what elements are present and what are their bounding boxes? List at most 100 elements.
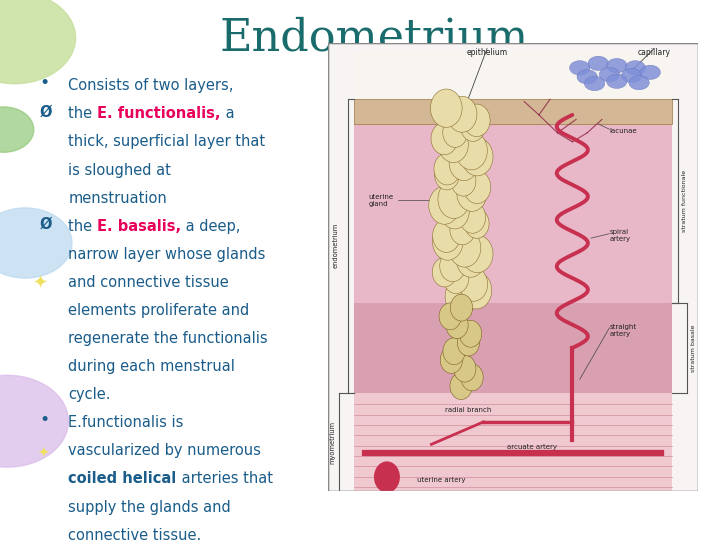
Text: E. functionalis,: E. functionalis, bbox=[97, 106, 220, 122]
Circle shape bbox=[456, 243, 485, 277]
Circle shape bbox=[440, 347, 462, 373]
Circle shape bbox=[456, 175, 487, 211]
Circle shape bbox=[0, 208, 72, 278]
Text: the: the bbox=[68, 219, 97, 234]
Circle shape bbox=[464, 171, 491, 204]
Text: epithelium: epithelium bbox=[467, 48, 508, 57]
Circle shape bbox=[438, 180, 469, 219]
Circle shape bbox=[374, 461, 400, 492]
Text: narrow layer whose glands: narrow layer whose glands bbox=[68, 247, 266, 262]
Circle shape bbox=[451, 166, 476, 196]
Circle shape bbox=[463, 104, 490, 137]
Bar bbox=[354, 99, 672, 124]
Ellipse shape bbox=[640, 65, 660, 79]
Ellipse shape bbox=[599, 68, 620, 82]
Circle shape bbox=[461, 272, 492, 309]
Text: lacunae: lacunae bbox=[609, 128, 637, 134]
Bar bbox=[354, 124, 672, 303]
Text: a deep,: a deep, bbox=[181, 219, 240, 234]
Text: Ø: Ø bbox=[40, 217, 52, 232]
Circle shape bbox=[449, 228, 481, 267]
Circle shape bbox=[446, 312, 468, 339]
Text: connective tissue.: connective tissue. bbox=[68, 528, 202, 540]
Circle shape bbox=[433, 224, 463, 260]
Circle shape bbox=[433, 219, 460, 252]
Circle shape bbox=[443, 338, 465, 364]
Circle shape bbox=[444, 263, 469, 294]
Circle shape bbox=[449, 145, 479, 180]
Text: radial branch: radial branch bbox=[445, 407, 492, 413]
Circle shape bbox=[450, 214, 475, 245]
Text: cycle.: cycle. bbox=[68, 387, 111, 402]
Circle shape bbox=[0, 0, 76, 84]
Circle shape bbox=[0, 107, 34, 152]
Text: endometrium: endometrium bbox=[333, 223, 338, 268]
Circle shape bbox=[445, 277, 477, 316]
Text: E. basalis,: E. basalis, bbox=[97, 219, 181, 234]
Circle shape bbox=[431, 123, 458, 155]
Circle shape bbox=[447, 96, 477, 132]
Bar bbox=[354, 303, 672, 393]
Text: during each menstrual: during each menstrual bbox=[68, 359, 235, 374]
Text: •: • bbox=[40, 74, 50, 92]
Text: Endometrium: Endometrium bbox=[220, 16, 529, 59]
Ellipse shape bbox=[607, 74, 627, 89]
Text: myometrium: myometrium bbox=[330, 421, 336, 464]
Text: vascularized by numerous: vascularized by numerous bbox=[68, 443, 261, 458]
Text: and connective tissue: and connective tissue bbox=[68, 275, 229, 290]
Circle shape bbox=[456, 132, 487, 170]
Bar bbox=[354, 393, 672, 491]
Ellipse shape bbox=[621, 68, 642, 83]
Text: Consists of two layers,: Consists of two layers, bbox=[68, 78, 234, 93]
Text: spiral
artery: spiral artery bbox=[609, 230, 631, 242]
Text: ✦: ✦ bbox=[32, 274, 48, 293]
Circle shape bbox=[443, 118, 467, 147]
Text: menstruation: menstruation bbox=[68, 191, 167, 206]
Ellipse shape bbox=[625, 60, 646, 75]
Circle shape bbox=[438, 127, 468, 163]
Circle shape bbox=[435, 160, 459, 190]
Ellipse shape bbox=[629, 76, 649, 90]
Circle shape bbox=[461, 111, 485, 141]
Bar bbox=[354, 52, 672, 99]
Text: capillary: capillary bbox=[637, 48, 670, 57]
Text: regenerate the functionalis: regenerate the functionalis bbox=[68, 331, 268, 346]
Circle shape bbox=[459, 267, 487, 301]
Circle shape bbox=[439, 303, 462, 330]
Circle shape bbox=[440, 251, 466, 282]
Text: ✦: ✦ bbox=[37, 447, 49, 461]
Text: stratum basale: stratum basale bbox=[691, 324, 696, 372]
Circle shape bbox=[457, 329, 480, 356]
Circle shape bbox=[459, 202, 485, 233]
Circle shape bbox=[459, 320, 482, 347]
Ellipse shape bbox=[570, 60, 590, 75]
Circle shape bbox=[0, 375, 68, 467]
Circle shape bbox=[454, 355, 476, 382]
Circle shape bbox=[450, 294, 472, 321]
Text: coiled helical: coiled helical bbox=[68, 471, 176, 487]
Text: thick, superficial layer that: thick, superficial layer that bbox=[68, 134, 266, 150]
Text: arcuate artery: arcuate artery bbox=[507, 444, 557, 450]
Circle shape bbox=[462, 235, 493, 273]
Text: the: the bbox=[68, 106, 97, 122]
Text: is sloughed at: is sloughed at bbox=[68, 163, 171, 178]
Circle shape bbox=[462, 138, 493, 176]
Text: E.functionalis is: E.functionalis is bbox=[68, 415, 184, 430]
Circle shape bbox=[432, 258, 456, 287]
Text: arteries that: arteries that bbox=[176, 471, 273, 487]
Text: uterine
gland: uterine gland bbox=[369, 193, 394, 207]
Ellipse shape bbox=[588, 56, 608, 71]
Circle shape bbox=[461, 364, 483, 391]
Circle shape bbox=[431, 89, 462, 127]
Text: uterine artery: uterine artery bbox=[417, 477, 465, 483]
Text: straight
artery: straight artery bbox=[609, 323, 636, 336]
Circle shape bbox=[450, 373, 472, 400]
Text: stratum functionale: stratum functionale bbox=[682, 170, 687, 232]
Circle shape bbox=[428, 186, 460, 224]
Text: a: a bbox=[220, 106, 234, 122]
Circle shape bbox=[440, 194, 469, 229]
Text: elements proliferate and: elements proliferate and bbox=[68, 303, 250, 318]
Text: •: • bbox=[40, 411, 50, 429]
Circle shape bbox=[434, 153, 461, 185]
Text: supply the glands and: supply the glands and bbox=[68, 500, 231, 515]
